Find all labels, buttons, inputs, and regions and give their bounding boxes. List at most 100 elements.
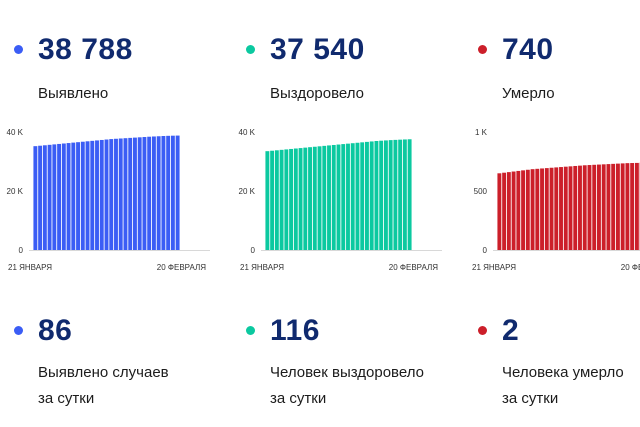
died-x-start-label: 21 ЯНВАРЯ bbox=[472, 263, 516, 272]
detected-bar bbox=[114, 138, 118, 250]
recovered-bar bbox=[312, 146, 317, 250]
died-bar bbox=[549, 167, 554, 250]
died-bar bbox=[587, 165, 592, 250]
died-bar bbox=[582, 165, 587, 250]
died-dot-icon bbox=[478, 45, 487, 54]
recovered-y-tick-label: 20 K bbox=[239, 187, 256, 196]
detected-bar bbox=[99, 139, 104, 250]
died-bar bbox=[630, 163, 635, 250]
recovered-bar bbox=[327, 145, 331, 250]
recovered-bar bbox=[360, 142, 365, 250]
detected-bar bbox=[156, 136, 161, 250]
panel-detected: 38 788 Выявлено 0 20 K 40 K 21 ЯНВАРЯ 20 ФЕВ… bbox=[0, 0, 230, 427]
detected-bar bbox=[71, 142, 76, 250]
died-daily-label-1: Человека умерло bbox=[502, 364, 624, 381]
recovered-bar bbox=[379, 140, 384, 250]
died-bar bbox=[506, 172, 511, 250]
died-y-tick-label: 0 bbox=[483, 246, 488, 255]
recovered-chart: 0 20 K 40 K 21 ЯНВАРЯ 20 ФЕВРАЛЯ bbox=[239, 128, 442, 272]
detected-daily-dot-icon bbox=[14, 326, 23, 335]
died-bar bbox=[502, 172, 507, 250]
recovered-bar bbox=[369, 141, 374, 250]
detected-total-label: Выявлено bbox=[38, 85, 109, 102]
recovered-bar bbox=[393, 139, 398, 250]
recovered-bar bbox=[265, 151, 270, 250]
died-bar bbox=[578, 165, 582, 250]
died-bar bbox=[611, 163, 616, 250]
recovered-bar bbox=[383, 140, 388, 250]
detected-bar bbox=[166, 135, 171, 250]
detected-bar bbox=[52, 144, 57, 250]
died-bar bbox=[615, 163, 620, 250]
detected-y-tick-label: 40 K bbox=[7, 128, 24, 137]
detected-bar bbox=[142, 137, 147, 250]
recovered-bar bbox=[331, 144, 336, 250]
detected-y-tick-label: 20 K bbox=[7, 187, 24, 196]
detected-bar bbox=[128, 137, 133, 250]
recovered-bar bbox=[279, 149, 284, 250]
recovered-bar bbox=[298, 148, 303, 250]
died-bar bbox=[544, 168, 549, 250]
detected-bar bbox=[47, 144, 52, 250]
recovered-bar bbox=[336, 144, 341, 250]
died-bar bbox=[601, 164, 606, 250]
recovered-daily-dot-icon bbox=[246, 326, 255, 335]
detected-bar bbox=[170, 135, 175, 250]
recovered-daily-label-2: за сутки bbox=[270, 390, 327, 407]
detected-bar bbox=[61, 143, 66, 250]
recovered-bar bbox=[289, 148, 294, 250]
recovered-bar bbox=[355, 142, 360, 250]
recovered-bar bbox=[308, 147, 312, 250]
died-bar bbox=[497, 173, 502, 250]
recovered-bar bbox=[303, 147, 308, 250]
detected-bar bbox=[42, 145, 47, 250]
recovered-bar bbox=[284, 149, 289, 250]
died-total: 740 bbox=[502, 33, 554, 66]
died-bar bbox=[563, 166, 568, 250]
detected-bar bbox=[80, 141, 85, 250]
recovered-x-end-label: 20 ФЕВРАЛЯ bbox=[389, 263, 438, 272]
died-y-tick-label: 500 bbox=[474, 187, 488, 196]
recovered-bar bbox=[398, 139, 403, 250]
recovered-x-start-label: 21 ЯНВАРЯ bbox=[240, 263, 284, 272]
recovered-total: 37 540 bbox=[270, 33, 365, 66]
detected-bar bbox=[118, 138, 123, 250]
recovered-bar bbox=[374, 141, 379, 250]
recovered-bar bbox=[402, 139, 407, 250]
detected-chart: 0 20 K 40 K 21 ЯНВАРЯ 20 ФЕВРАЛЯ bbox=[7, 128, 210, 272]
detected-bar bbox=[38, 145, 43, 250]
recovered-bar bbox=[350, 143, 355, 250]
recovered-bar bbox=[274, 150, 279, 250]
recovered-dot-icon bbox=[246, 45, 255, 54]
detected-bar bbox=[90, 140, 95, 250]
detected-bar bbox=[175, 135, 180, 250]
recovered-bar bbox=[322, 145, 327, 250]
recovered-daily-label-1: Человек выздоровело bbox=[270, 364, 424, 381]
recovered-bar bbox=[388, 140, 393, 250]
detected-bar bbox=[137, 137, 142, 250]
detected-bar bbox=[85, 141, 90, 250]
recovered-bar bbox=[317, 146, 322, 250]
detected-bar bbox=[95, 140, 99, 250]
died-bar bbox=[554, 167, 559, 250]
died-total-label: Умерло bbox=[502, 85, 555, 102]
died-bar bbox=[597, 164, 601, 250]
detected-bar bbox=[66, 143, 71, 250]
died-bar bbox=[521, 170, 526, 250]
died-bar bbox=[530, 169, 535, 250]
died-bar bbox=[540, 168, 544, 250]
died-bar bbox=[620, 163, 625, 250]
died-bar bbox=[592, 164, 597, 250]
detected-bar bbox=[151, 136, 156, 250]
detected-bar bbox=[104, 139, 109, 250]
died-bar bbox=[625, 163, 630, 250]
detected-bar bbox=[57, 143, 62, 250]
died-bar bbox=[606, 164, 611, 250]
detected-bar bbox=[109, 139, 114, 250]
detected-bar bbox=[123, 138, 128, 250]
died-daily-label-2: за сутки bbox=[502, 390, 559, 407]
died-bar bbox=[535, 168, 540, 250]
detected-bar bbox=[76, 142, 80, 250]
detected-bar bbox=[147, 136, 152, 250]
